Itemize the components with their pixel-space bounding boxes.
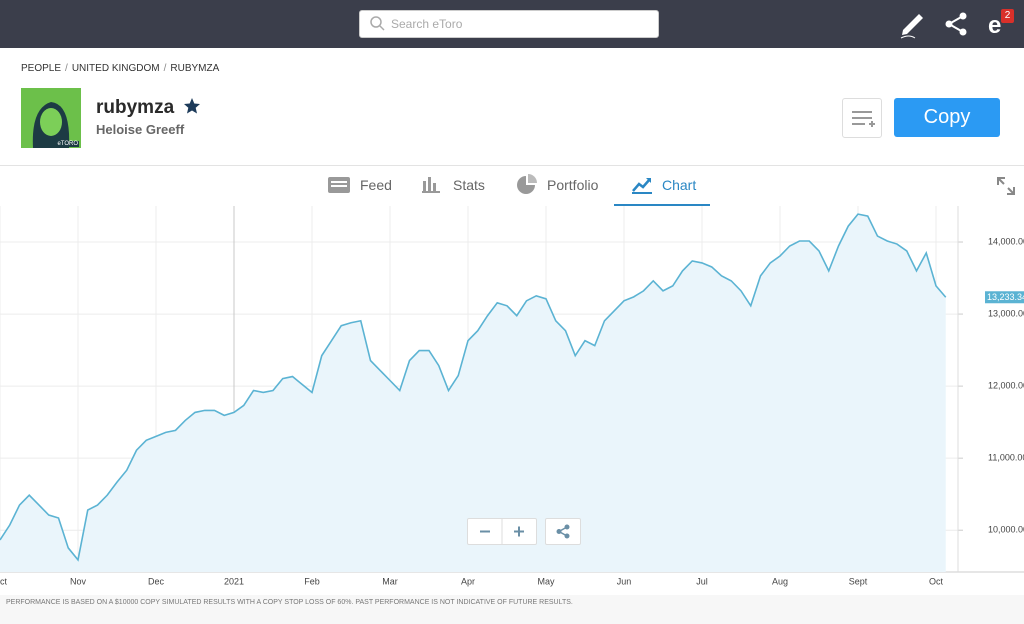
crumb[interactable]: UNITED KINGDOM: [71, 63, 160, 74]
crumb: RUBYMZA: [170, 63, 220, 74]
x-tick-label: Oct: [929, 576, 944, 586]
tab-underline: [614, 204, 710, 206]
divider: [0, 165, 1024, 166]
username: rubymza: [96, 97, 203, 119]
x-tick-label: Apr: [461, 576, 475, 586]
x-tick-label: Mar: [382, 576, 398, 586]
y-tick-label: 14,000.00: [988, 236, 1024, 246]
edit-icon[interactable]: [900, 14, 923, 39]
y-tick-label: 10,000.00: [988, 525, 1024, 535]
zoom-in[interactable]: [514, 526, 524, 537]
x-tick-label: Feb: [304, 576, 320, 586]
tab[interactable]: Stats: [453, 177, 485, 193]
etoro-icon[interactable]: e: [988, 12, 1001, 39]
y-tick-label: 11,000.00: [988, 453, 1024, 463]
search-icon: [370, 16, 385, 31]
zoom-icons: [480, 519, 524, 544]
current-value-badge: [985, 291, 1024, 304]
username-text: rubymza: [96, 97, 175, 118]
search-placeholder: Search eToro: [391, 17, 463, 31]
portfolio-icon: [517, 174, 537, 194]
zoom-controls: [467, 518, 537, 545]
x-tick-label: Aug: [772, 576, 788, 586]
share-icon[interactable]: [945, 12, 967, 36]
chart-icon: [632, 178, 652, 194]
notification-badge: 2: [1001, 9, 1014, 23]
chart-share[interactable]: [545, 518, 581, 545]
area: [0, 214, 946, 572]
avatar-tag: eTORO: [56, 141, 79, 147]
disclaimer: PERFORMANCE IS BASED ON A $10000 COPY SI…: [6, 599, 573, 606]
list-icon: [852, 111, 875, 127]
x-tick-label: Jun: [617, 576, 632, 586]
top-bar: Search eToro e 2: [0, 0, 1024, 48]
x-tick-label: Nov: [70, 576, 87, 586]
x-tick-label: May: [537, 576, 555, 586]
star-icon[interactable]: [183, 97, 203, 115]
x-tick-label: Oct: [0, 576, 7, 586]
y-tick-label: 12,000.00: [988, 380, 1024, 390]
tab[interactable]: Feed: [360, 177, 392, 193]
stats-icon: [422, 177, 440, 193]
crumb[interactable]: PEOPLE: [21, 63, 62, 74]
tab-active[interactable]: Chart: [662, 177, 697, 193]
avatar-art: [32, 102, 70, 148]
full-name: Heloise Greeff: [96, 122, 185, 137]
search-box[interactable]: Search eToro: [359, 10, 659, 38]
fullscreen-icon[interactable]: [996, 176, 1016, 196]
avatar: eTORO: [21, 88, 81, 148]
x-tick-label: Jul: [696, 576, 708, 586]
current-value-label: 13,233.34: [987, 292, 1024, 302]
share-icon: [556, 524, 570, 539]
copy-button[interactable]: Copy: [894, 98, 1000, 137]
tab[interactable]: Portfolio: [547, 177, 599, 193]
breadcrumb: PEOPLE / UNITED KINGDOM / RUBYMZA: [21, 63, 220, 74]
watchlist-button[interactable]: [842, 98, 882, 138]
x-tick-label: Dec: [148, 576, 165, 586]
y-tick-label: 13,000.00: [988, 308, 1024, 318]
x-tick-label: 2021: [224, 576, 244, 586]
x-tick-label: Sept: [849, 576, 868, 586]
line: [0, 213, 947, 562]
top-icons: e: [900, 12, 1001, 39]
footer: [0, 595, 1024, 624]
feed-icon: [328, 177, 350, 193]
